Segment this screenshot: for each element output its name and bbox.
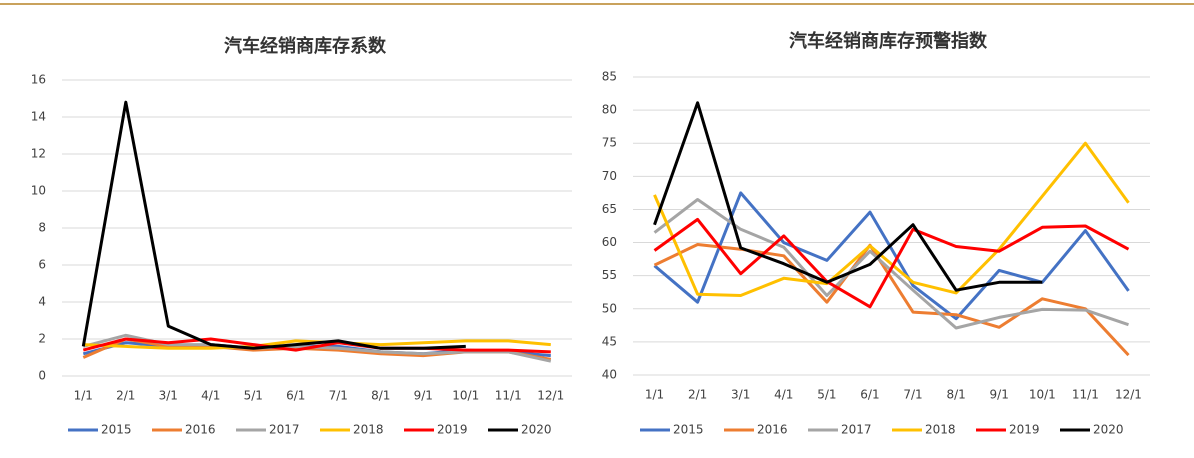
- x-tick-label: 6/1: [286, 389, 305, 403]
- series-line: [653, 141, 1130, 297]
- y-tick-label: 55: [602, 268, 617, 282]
- y-tick-label: 80: [602, 103, 617, 117]
- chart-title: 汽车经销商库存预警指数: [789, 30, 988, 52]
- x-tick-label: 7/1: [329, 389, 348, 403]
- y-tick-label: 85: [602, 70, 617, 84]
- y-tick-label: 45: [602, 334, 617, 348]
- legend-label: 2020: [521, 423, 552, 437]
- x-tick-label: 3/1: [731, 388, 750, 402]
- legend-label: 2016: [757, 423, 788, 437]
- x-tick-label: 2/1: [116, 389, 135, 403]
- legend-label: 2015: [673, 423, 704, 437]
- y-tick-label: 70: [602, 169, 617, 183]
- chart-title: 汽车经销商库存系数: [224, 35, 387, 57]
- y-tick-label: 75: [602, 136, 617, 150]
- legend-label: 2018: [925, 423, 956, 437]
- x-tick-label: 11/1: [495, 389, 522, 403]
- x-tick-label: 12/1: [1115, 388, 1142, 402]
- x-tick-label: 4/1: [201, 389, 220, 403]
- y-tick-label: 14: [31, 110, 46, 124]
- x-tick-label: 10/1: [1029, 388, 1056, 402]
- x-tick-label: 9/1: [414, 389, 433, 403]
- series-line: [653, 191, 1130, 321]
- y-tick-label: 60: [602, 235, 617, 249]
- legend-label: 2017: [841, 423, 872, 437]
- y-tick-label: 10: [31, 184, 46, 198]
- y-tick-label: 50: [602, 301, 617, 315]
- x-tick-label: 1/1: [74, 389, 93, 403]
- x-tick-label: 4/1: [774, 388, 793, 402]
- x-tick-label: 7/1: [903, 388, 922, 402]
- legend-label: 2020: [1093, 423, 1124, 437]
- y-tick-label: 2: [38, 332, 46, 346]
- y-tick-label: 6: [38, 258, 46, 272]
- x-tick-label: 5/1: [817, 388, 836, 402]
- series-line: [653, 217, 1130, 309]
- series-line: [653, 101, 1043, 292]
- x-tick-label: 8/1: [946, 388, 965, 402]
- y-tick-label: 0: [38, 369, 46, 383]
- legend-label: 2018: [353, 423, 384, 437]
- legend-label: 2015: [101, 423, 132, 437]
- y-tick-label: 16: [31, 73, 46, 87]
- series-line: [81, 100, 466, 350]
- series-line: [82, 337, 551, 354]
- x-tick-label: 1/1: [645, 388, 664, 402]
- legend-label: 2016: [185, 423, 216, 437]
- x-tick-label: 10/1: [452, 389, 479, 403]
- legend-label: 2019: [1009, 423, 1040, 437]
- legend-label: 2019: [437, 423, 468, 437]
- x-tick-label: 8/1: [371, 389, 390, 403]
- x-tick-label: 2/1: [688, 388, 707, 402]
- y-tick-label: 12: [31, 147, 46, 161]
- x-tick-label: 9/1: [990, 388, 1009, 402]
- y-tick-label: 65: [602, 202, 617, 216]
- x-tick-label: 12/1: [537, 389, 564, 403]
- x-tick-label: 11/1: [1072, 388, 1099, 402]
- y-tick-label: 40: [602, 368, 617, 382]
- y-tick-label: 4: [38, 295, 46, 309]
- x-tick-label: 3/1: [159, 389, 178, 403]
- x-tick-label: 5/1: [244, 389, 263, 403]
- series-line: [653, 243, 1130, 357]
- y-tick-label: 8: [38, 221, 46, 235]
- legend-label: 2017: [269, 423, 300, 437]
- x-tick-label: 6/1: [860, 388, 879, 402]
